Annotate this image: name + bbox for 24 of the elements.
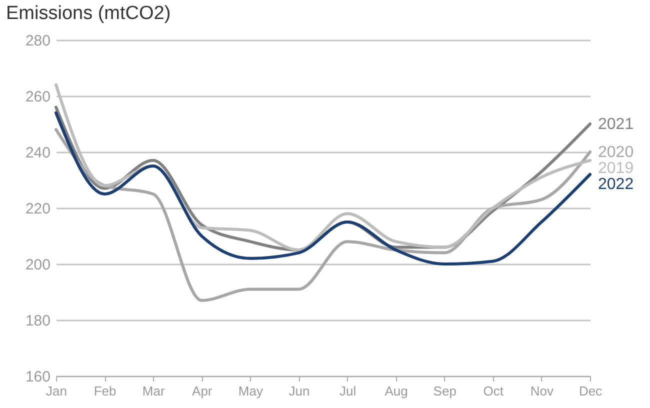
x-tick-label: Mar xyxy=(142,384,166,398)
x-tick-label: Jul xyxy=(339,384,356,398)
x-tick-label: Jun xyxy=(288,384,310,398)
x-tick-label: Aug xyxy=(384,384,408,398)
y-tick-label: 260 xyxy=(25,88,50,106)
y-tick-label: 200 xyxy=(25,256,50,274)
x-tick-label: Sep xyxy=(433,384,456,398)
y-tick-label: 160 xyxy=(25,368,50,386)
x-tick-label: Feb xyxy=(94,384,116,398)
y-tick-label: 220 xyxy=(25,200,50,218)
series-label: 2022 xyxy=(598,176,634,193)
x-tick-label: Oct xyxy=(483,384,504,398)
x-tick-label: May xyxy=(238,384,264,398)
series-label: 2019 xyxy=(598,160,634,177)
y-tick-label: 180 xyxy=(25,312,50,330)
x-tick-label: Nov xyxy=(530,384,554,398)
chart-title: Emissions (mtCO2) xyxy=(6,3,171,24)
series-label: 2021 xyxy=(598,116,634,133)
series-label: 2020 xyxy=(598,144,634,161)
y-tick-label: 240 xyxy=(25,144,50,162)
y-tick-label: 280 xyxy=(25,32,50,50)
x-tick-label: Dec xyxy=(578,384,603,398)
x-tick-label: Apr xyxy=(192,384,213,398)
x-tick-label: Jan xyxy=(46,384,67,398)
